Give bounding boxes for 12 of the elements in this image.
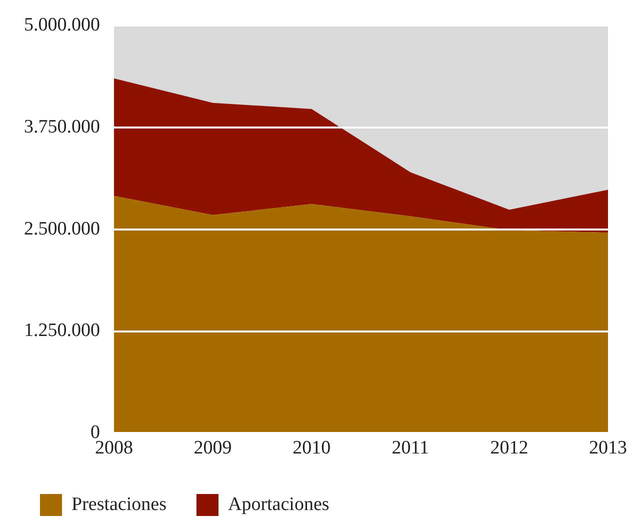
y-tick-label: 3.750.000 — [24, 116, 100, 138]
y-tick-label: 2.500.000 — [24, 218, 100, 240]
legend-label: Aportaciones — [228, 494, 330, 515]
x-tick-label: 2013 — [589, 438, 627, 459]
y-tick-label: 1.250.000 — [24, 320, 100, 342]
x-tick-label: 2012 — [490, 438, 528, 459]
x-tick-label: 2010 — [292, 438, 331, 459]
y-tick-label: 5.000.000 — [24, 14, 100, 36]
x-tick-label: 2009 — [194, 438, 232, 459]
x-tick-label: 2011 — [392, 438, 430, 459]
x-tick-label: 2008 — [95, 438, 133, 459]
legend-label: Prestaciones — [72, 494, 166, 515]
